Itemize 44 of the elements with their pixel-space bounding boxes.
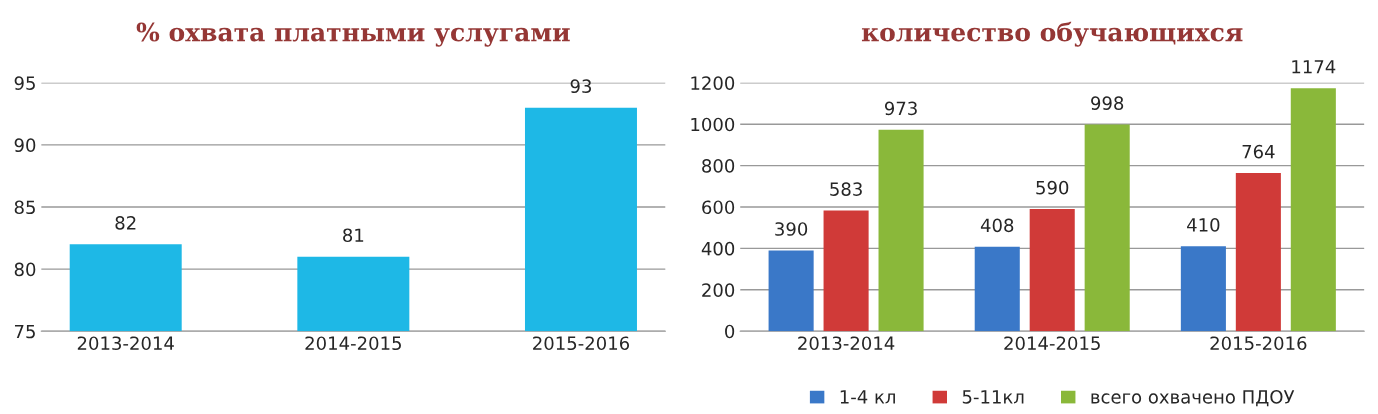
y-tick-label: 90 [14,138,36,153]
x-tick-label: 2015-2016 [533,336,630,351]
legend-label: 1-4 кл [840,390,895,404]
data-label: 998 [1091,96,1124,110]
data-label: 93 [570,79,592,94]
bar [1180,246,1226,332]
data-label: 82 [115,215,136,230]
bar [974,246,1020,332]
bar [1290,88,1336,332]
data-label: 1174 [1292,60,1336,74]
y-tick-label: 75 [14,324,35,339]
legend-label: всего охвачено ПДОУ [1091,390,1295,407]
bar [823,210,869,332]
data-label: 390 [775,222,808,236]
bar [1029,209,1075,332]
chart-title: % охвата платными услугами [136,22,570,47]
y-tick-label: 85 [14,200,35,215]
y-tick-label: 95 [14,76,35,90]
y-tick-label: 1000 [691,117,735,132]
data-label: 583 [830,182,862,196]
data-label: 408 [980,218,1014,233]
data-label: 973 [884,101,917,116]
bar [768,250,814,332]
x-tick-label: 2013-2014 [798,336,895,351]
y-tick-label: 80 [14,262,36,277]
x-tick-label: 2014-2015 [305,336,401,351]
x-tick-label: 2015-2016 [1210,336,1307,351]
bar [1235,173,1281,332]
chart-title: количество обучающихся [861,21,1243,47]
legend-label: 5-11кл [962,390,1024,404]
data-label: 590 [1036,180,1069,195]
y-tick-label: 1200 [691,76,735,90]
y-tick-label: 600 [702,200,735,215]
y-tick-label: 0 [725,324,735,339]
x-tick-label: 2013-2014 [77,336,174,351]
bar [878,129,924,332]
bar [1084,124,1130,332]
y-tick-label: 200 [702,283,735,297]
data-label: 410 [1187,218,1220,232]
data-label: 764 [1242,144,1275,159]
y-tick-label: 400 [701,241,735,256]
data-label: 81 [343,228,364,243]
x-tick-label: 2014-2015 [1004,336,1100,351]
y-tick-label: 800 [702,159,735,173]
